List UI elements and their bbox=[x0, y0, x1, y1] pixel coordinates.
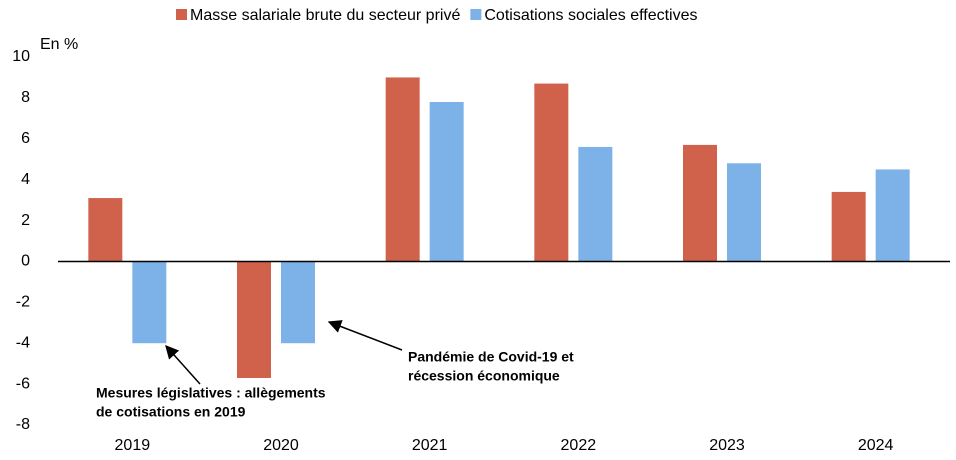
y-tick-label: -6 bbox=[16, 375, 30, 392]
arrow bbox=[165, 344, 201, 385]
y-tick-label: -8 bbox=[16, 416, 30, 433]
legend-swatch bbox=[176, 9, 187, 20]
y-tick-label: 4 bbox=[21, 171, 30, 188]
x-tick-label: 2023 bbox=[709, 437, 745, 454]
y-tick-label: 0 bbox=[21, 253, 30, 270]
bar bbox=[132, 261, 167, 344]
annotation: récession économique bbox=[408, 368, 560, 384]
bar bbox=[578, 146, 613, 262]
arrow bbox=[327, 320, 403, 351]
bar bbox=[534, 83, 569, 262]
x-tick-label: 2024 bbox=[858, 437, 894, 454]
x-tick-label: 2019 bbox=[115, 437, 151, 454]
y-tick-label: 8 bbox=[21, 89, 30, 106]
annotation: de cotisations en 2019 bbox=[96, 404, 246, 420]
y-tick-label: 6 bbox=[21, 130, 30, 147]
y-unit-label: En % bbox=[40, 36, 78, 53]
bar bbox=[683, 144, 717, 262]
bar bbox=[385, 77, 420, 262]
y-tick-label: 10 bbox=[12, 48, 30, 65]
legend-swatch bbox=[470, 9, 482, 20]
x-tick-label: 2022 bbox=[561, 437, 597, 454]
bar bbox=[429, 101, 464, 262]
y-tick-label: 2 bbox=[21, 212, 30, 229]
y-tick-label: -4 bbox=[16, 334, 30, 351]
annotation: Mesures législatives : allègements bbox=[96, 385, 326, 401]
bar bbox=[831, 191, 866, 262]
y-tick-label: -2 bbox=[16, 294, 30, 311]
bar bbox=[875, 169, 910, 262]
x-tick-label: 2020 bbox=[263, 437, 299, 454]
legend-label: Cotisations sociales effectives bbox=[484, 7, 697, 24]
bar bbox=[88, 198, 123, 262]
x-tick-label: 2021 bbox=[412, 437, 448, 454]
bar bbox=[727, 163, 761, 262]
legend-label: Masse salariale brute du secteur privé bbox=[190, 7, 460, 24]
bar bbox=[237, 261, 271, 378]
bar bbox=[281, 261, 315, 344]
annotation: Pandémie de Covid-19 et bbox=[408, 349, 574, 365]
